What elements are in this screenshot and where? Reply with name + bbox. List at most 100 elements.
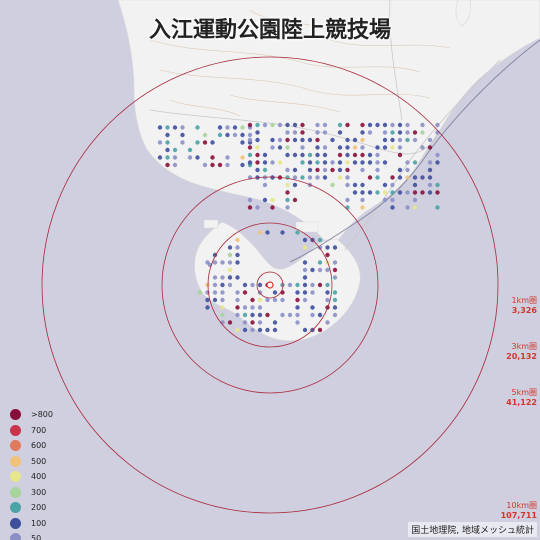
mesh-dot [247, 145, 253, 150]
mesh-dot [235, 275, 240, 280]
mesh-dot [250, 327, 255, 333]
legend-swatch [10, 517, 21, 529]
mesh-dot [427, 190, 433, 195]
mesh-dot [360, 152, 365, 158]
mesh-dot [352, 182, 358, 188]
mesh-dot [212, 282, 218, 288]
mesh-dot [205, 305, 210, 310]
mesh-dot [217, 162, 223, 168]
mesh-dot [322, 122, 328, 128]
mesh-dot [272, 297, 278, 303]
mesh-dot [330, 137, 335, 143]
mesh-dot [300, 160, 305, 165]
legend-item: 100 [10, 516, 70, 532]
mesh-dot [202, 140, 208, 145]
mesh-dot [280, 230, 285, 235]
mesh-dot [257, 320, 263, 325]
mesh-dot [195, 155, 200, 160]
mesh-dot [322, 167, 328, 173]
mesh-dot [427, 182, 433, 188]
mesh-dot [227, 282, 233, 288]
stadium-marker-dot [266, 281, 274, 289]
mesh-dot [257, 305, 263, 310]
mesh-dot [242, 327, 248, 333]
mesh-dot [250, 320, 255, 325]
mesh-dot [322, 175, 328, 180]
mesh-dot [262, 160, 268, 165]
mesh-dot [315, 145, 320, 150]
mesh-dot [420, 145, 425, 150]
ring-name: 5km圏 [511, 388, 537, 397]
mesh-dot [317, 312, 323, 318]
mesh-dot [435, 122, 440, 128]
mesh-dot [235, 327, 240, 333]
mesh-dot [382, 190, 388, 195]
ring-population: 107,711 [500, 511, 537, 520]
mesh-dot [285, 167, 290, 173]
mesh-dot [257, 230, 263, 235]
mesh-dot [325, 267, 330, 273]
mesh-dot [262, 167, 268, 173]
mesh-dot [272, 290, 278, 295]
mesh-dot [262, 122, 268, 128]
mesh-dot [217, 125, 223, 130]
mesh-dot [397, 152, 403, 158]
mesh-dot [360, 122, 365, 128]
mesh-dot [242, 305, 248, 310]
mesh-dot [337, 122, 343, 128]
mesh-dot [217, 132, 223, 138]
legend-label: >800 [31, 410, 53, 420]
mesh-dot [412, 197, 418, 203]
mesh-dot [302, 260, 308, 265]
mesh-dot [382, 160, 388, 165]
mesh-dot [262, 197, 268, 203]
mesh-dot [360, 137, 365, 143]
mesh-dot [325, 245, 330, 250]
mesh-dot [315, 167, 320, 173]
mesh-dot [250, 305, 255, 310]
mesh-dot [322, 145, 328, 150]
mesh-dot [435, 160, 440, 165]
mesh-dot [257, 312, 263, 318]
mesh-dot [332, 260, 338, 265]
mesh-dot [255, 130, 260, 135]
mesh-dot [405, 175, 410, 180]
mesh-dot [292, 152, 298, 158]
mesh-dot [435, 182, 440, 188]
mesh-dot [307, 160, 313, 165]
distance-ring [207, 222, 333, 348]
mesh-dot [345, 175, 350, 180]
mesh-dot [242, 320, 248, 325]
mesh-dot [227, 320, 233, 325]
mesh-dot [292, 175, 298, 180]
mesh-dot [315, 175, 320, 180]
mesh-dot [247, 137, 253, 143]
mesh-dot [187, 147, 193, 153]
mesh-dot [345, 122, 350, 128]
mesh-dot [332, 267, 338, 273]
distance-ring [41, 56, 499, 514]
legend-label: 400 [31, 472, 47, 482]
mesh-dot [157, 125, 163, 130]
mesh-dot [390, 175, 395, 180]
mesh-dot [325, 297, 330, 303]
mesh-dot [247, 152, 253, 158]
mesh-dot [225, 125, 230, 130]
mesh-dot [225, 162, 230, 168]
mesh-dot [405, 205, 410, 210]
mesh-dot [315, 137, 320, 143]
mesh-dot [255, 205, 260, 210]
mesh-dot [220, 275, 225, 280]
mesh-dot [247, 205, 253, 210]
mesh-dot [307, 175, 313, 180]
mesh-dot [205, 297, 210, 303]
legend-label: 500 [31, 456, 47, 466]
mesh-dot [257, 297, 263, 303]
mesh-dot [317, 267, 323, 273]
mesh-dot [240, 155, 245, 160]
mesh-dot [212, 297, 218, 303]
mesh-dot [390, 130, 395, 135]
map-title: 入江運動公園陸上競技場 [148, 18, 391, 43]
mesh-dot [265, 312, 270, 318]
